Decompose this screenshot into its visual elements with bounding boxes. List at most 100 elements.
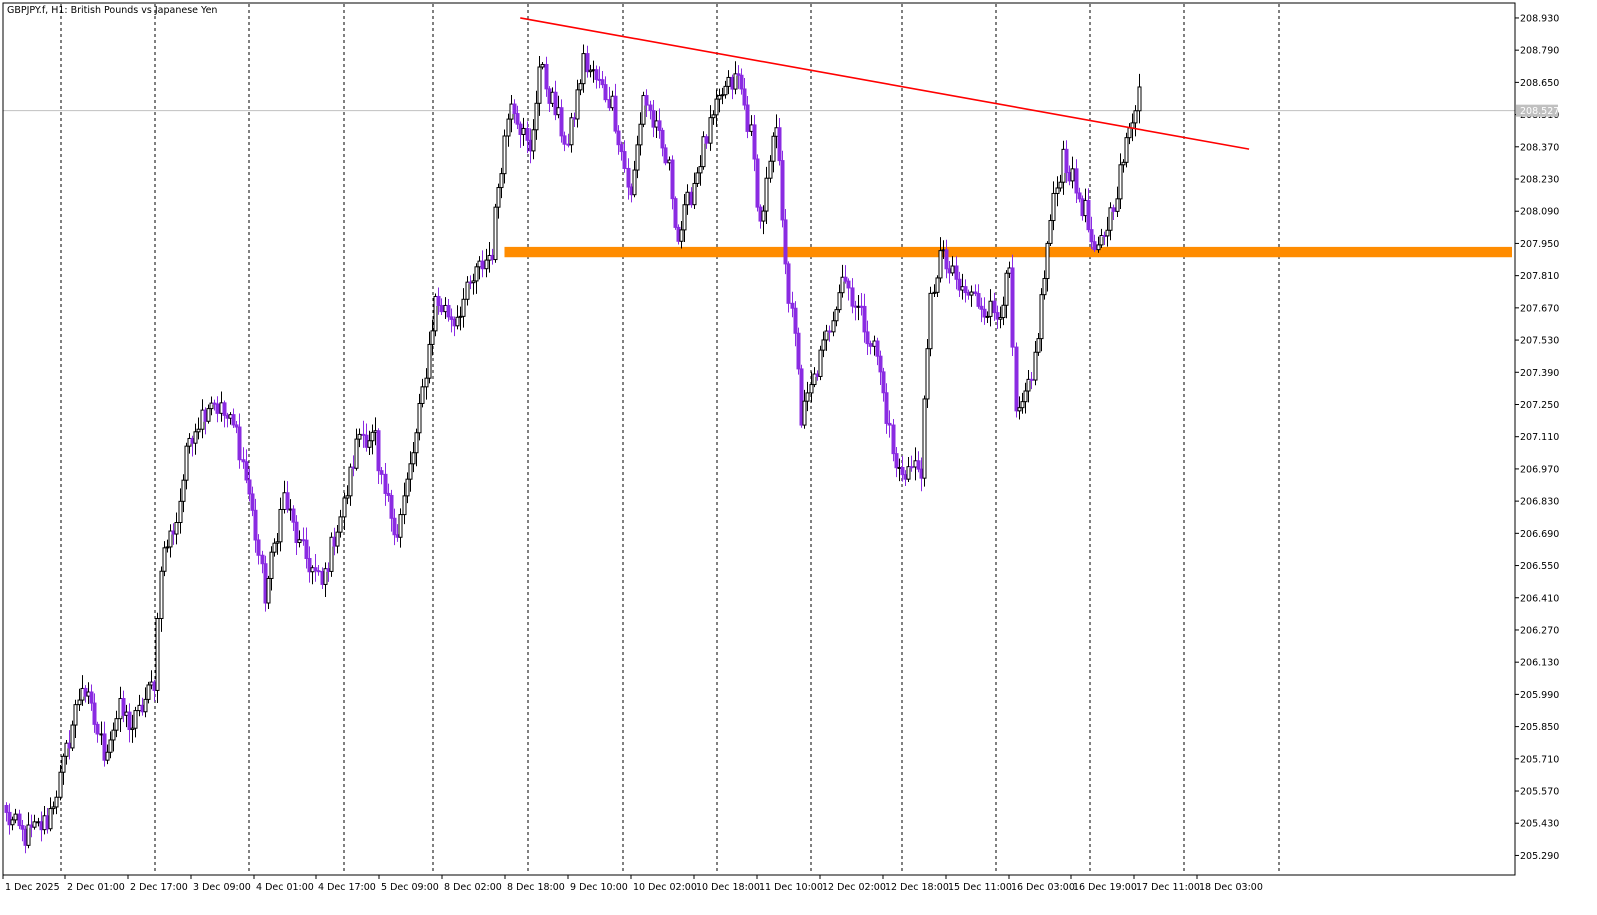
candle-bull [1118,153,1123,209]
candle-bull [323,562,328,598]
candle-body [884,392,889,424]
candle-bull [430,319,435,356]
chart-title: GBPJPY.f, H1: British Pounds vs Japanese… [7,5,217,16]
candle-bear [20,820,25,842]
candle-bull [714,89,719,127]
candle-bull [1004,270,1009,319]
candle-body [531,129,536,152]
candle-bear [515,105,520,130]
candle-body [865,331,870,345]
candle-bull [58,765,63,801]
candle-bear [1111,204,1116,220]
candle-bull [133,706,138,738]
candle-bull [411,441,416,473]
candle-body [234,424,239,428]
time-tick-label: 16 Dec 03:00 [1011,882,1075,893]
candle-body [357,433,362,440]
candle-bull [357,428,362,448]
candle-body [95,723,100,735]
candle-bear [891,419,896,462]
candle-bear [215,396,220,423]
candle-bull [638,112,643,156]
candle-bull [178,488,183,534]
candle-bull [338,509,343,538]
candle-body [777,127,782,162]
candle-bear [260,550,265,574]
candle-bull [831,311,836,337]
time-tick-label: 4 Dec 01:00 [256,882,314,893]
candle-bull [196,417,201,440]
candle-body [348,466,353,497]
candle-body [1124,137,1129,163]
candle-bear [916,451,921,473]
candle-bull [802,389,807,429]
candle-body [17,813,22,827]
candle-bull [1048,214,1053,247]
candle-bear [796,327,801,375]
candle-body [480,260,485,270]
candle-bear [234,421,239,434]
candle-body [209,402,214,410]
candle-body [338,516,343,533]
time-tick-label: 2 Dec 17:00 [130,882,188,893]
candle-bear [389,489,394,532]
candle-body [569,117,574,146]
candle-body [619,144,624,153]
candle-body [878,355,883,373]
candle-body [73,704,78,726]
candle-body [181,479,186,502]
candle-body [812,373,817,386]
candle-bull [761,205,766,235]
candle-bear [670,155,675,210]
candle-body [370,431,375,442]
candle-body [534,102,539,131]
candle-bear [17,809,22,830]
candle-bear [307,546,312,583]
candle-bull [1133,105,1138,137]
candle-body [196,428,201,433]
candle-body [790,302,795,309]
price-tick-label: 208.370 [1520,142,1559,153]
candle-body [77,699,82,706]
candle-body [682,204,687,231]
candle-bull [1017,396,1022,420]
candle-bull [922,395,927,487]
candle-bull [266,575,271,609]
candle-body [600,79,605,86]
candle-bear [316,564,321,576]
candle-body [1036,338,1041,353]
candle-body [957,278,962,291]
candle-bull [499,167,504,199]
candle-body [821,339,826,351]
price-tick-label: 206.410 [1520,593,1559,604]
candle-bear [436,287,441,315]
price-tick-label: 208.930 [1520,13,1559,24]
support-zone [504,246,1512,258]
candle-bear [585,45,590,78]
candle-bull [988,289,993,327]
candle-bull [342,492,347,530]
candle-bear [127,703,132,743]
candle-body [641,95,646,125]
candle-body [1099,235,1104,246]
price-tick-label: 207.530 [1520,336,1559,347]
candle-body [739,74,744,90]
candle-body [405,478,410,497]
candle-bear [313,553,318,582]
candle-bull [569,112,574,153]
candle-bear [95,721,100,743]
candle-body [379,470,384,475]
candle-bull [679,220,684,249]
candle-bear [594,65,599,89]
candle-body [1121,161,1126,166]
candle-body [657,120,662,131]
candle-body [862,305,867,333]
candle-bull [1036,332,1041,356]
candle-body [714,98,719,116]
candle-bull [297,530,302,548]
candle-body [969,291,974,296]
candle-bear [102,721,107,767]
candle-body [354,438,359,469]
candle-body [417,402,422,434]
